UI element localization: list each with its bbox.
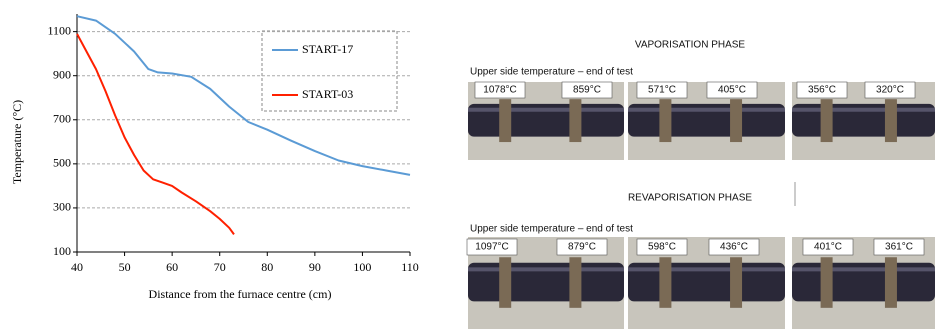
temp-label: 436°C [720, 242, 748, 253]
y-tick-label: 300 [53, 200, 71, 214]
x-tick-label: 100 [353, 260, 371, 274]
x-tick-label: 80 [261, 260, 273, 274]
temp-label-box [802, 238, 854, 256]
temp-label: 401°C [814, 242, 842, 253]
clamp [884, 257, 897, 308]
photo-caption: Upper side temperature – end of test [470, 224, 633, 235]
temp-label-box [636, 238, 688, 256]
x-tick-label: 90 [309, 260, 321, 274]
clamp [569, 257, 582, 308]
temp-label-box [873, 238, 925, 256]
pipe-shine [628, 107, 785, 112]
y-tick-label: 100 [53, 244, 71, 258]
temp-label: 1078°C [483, 85, 516, 96]
y-tick-label: 1100 [47, 23, 71, 37]
temp-label-box [474, 81, 526, 99]
temp-label-box [466, 238, 518, 256]
pipe-shine [468, 267, 624, 272]
clamp [884, 99, 897, 143]
temp-label: 356°C [808, 85, 836, 96]
clamp [659, 257, 672, 308]
temp-label-box [636, 81, 688, 99]
temp-label-box [556, 238, 608, 256]
temp-label: 320°C [876, 85, 904, 96]
clamp [730, 99, 743, 143]
clamp [730, 257, 743, 308]
phase-title: VAPORISATION PHASE [635, 40, 746, 51]
x-tick-label: 70 [214, 260, 226, 274]
clamp [659, 99, 672, 143]
legend-label: START-03 [302, 87, 353, 101]
x-axis-title: Distance from the furnace centre (cm) [149, 287, 332, 301]
phase-title: REVAPORISATION PHASE [628, 193, 752, 204]
clamp [820, 99, 833, 143]
pipe-shine [468, 107, 624, 112]
temp-label: 571°C [648, 85, 676, 96]
x-tick-label: 110 [401, 260, 419, 274]
clamp [820, 257, 833, 308]
temp-label: 405°C [718, 85, 746, 96]
temp-label-box [708, 238, 760, 256]
clamp [569, 99, 582, 143]
temp-label: 1097°C [475, 242, 508, 253]
y-axis-title: Temperature (°C) [10, 100, 24, 184]
pipe-shine [792, 107, 935, 112]
pipe-shine [628, 267, 785, 272]
clamp [499, 257, 512, 308]
legend-label: START-17 [302, 42, 353, 56]
y-tick-label: 900 [53, 67, 71, 81]
temp-label-box [864, 81, 916, 99]
temp-label: 879°C [568, 242, 596, 253]
temp-label-box [706, 81, 758, 99]
clamp [499, 99, 512, 143]
temp-label: 598°C [648, 242, 676, 253]
data-line [76, 33, 235, 235]
temp-label-box [561, 81, 613, 99]
x-tick-label: 40 [71, 260, 83, 274]
y-tick-label: 500 [53, 156, 71, 170]
x-tick-label: 50 [119, 260, 131, 274]
x-tick-label: 60 [166, 260, 178, 274]
legend-box [261, 30, 398, 112]
pipe-shine [792, 267, 935, 272]
temp-label-box [796, 81, 848, 99]
temp-label: 361°C [885, 242, 913, 253]
data-line [76, 15, 411, 176]
temp-label: 859°C [573, 85, 601, 96]
y-tick-label: 700 [53, 112, 71, 126]
photo-caption: Upper side temperature – end of test [470, 67, 633, 78]
